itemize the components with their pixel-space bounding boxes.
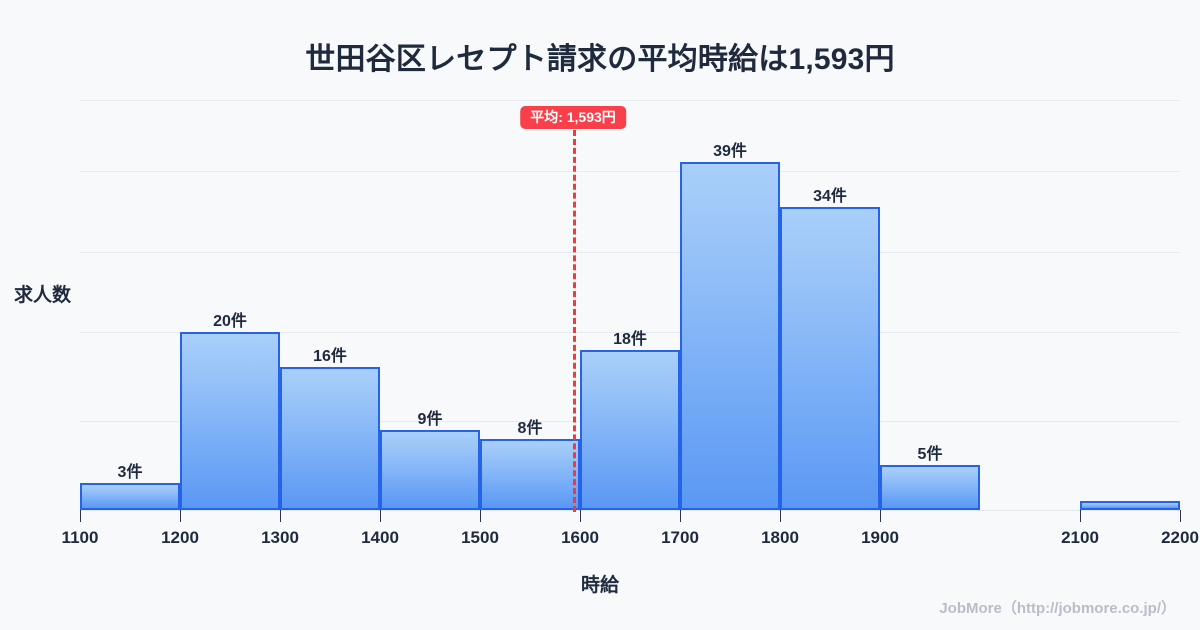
axis-baseline xyxy=(80,510,1180,511)
x-axis-tick xyxy=(780,510,781,522)
y-axis-title: 求人数 xyxy=(14,285,72,306)
x-axis-tick-label: 2200 xyxy=(1161,528,1199,547)
bar-value-label: 3件 xyxy=(117,464,143,482)
x-axis-tick xyxy=(380,510,381,522)
gridline xyxy=(80,100,1180,101)
gridline xyxy=(80,171,1180,172)
gridline xyxy=(80,252,1180,253)
histogram-bar[interactable] xyxy=(80,483,180,510)
histogram-bar[interactable] xyxy=(380,429,480,510)
bar-value-label: 20件 xyxy=(213,312,247,330)
x-axis-tick xyxy=(1080,510,1081,522)
histogram-bar[interactable] xyxy=(180,331,280,510)
x-axis-tick xyxy=(1180,510,1181,522)
mean-badge: 平均: 1,593円 xyxy=(520,106,626,129)
x-axis-tick-label: 1800 xyxy=(761,528,799,547)
x-axis-tick-label: 1900 xyxy=(861,528,899,547)
gridline xyxy=(80,332,1180,333)
histogram-bar[interactable] xyxy=(580,349,680,510)
histogram-bar[interactable] xyxy=(480,438,580,510)
histogram-bar[interactable] xyxy=(880,465,980,510)
watermark-label: JobMore（http://jobmore.co.jp/） xyxy=(939,600,1176,617)
plot-area: 3件 20件 16件 9件 8件 18件 39件 34件 5件 平均: 1,593円 1100 1… xyxy=(62,100,1199,547)
x-axis-title: 時給 xyxy=(580,575,619,596)
x-axis-tick xyxy=(80,510,81,522)
bar-value-label: 16件 xyxy=(313,348,347,366)
bar-value-label: 18件 xyxy=(613,330,647,348)
x-axis-tick xyxy=(480,510,481,522)
x-axis-tick xyxy=(280,510,281,522)
x-axis-tick xyxy=(580,510,581,522)
x-axis-tick-label: 1100 xyxy=(61,528,99,547)
x-axis-tick-label: 1700 xyxy=(661,528,699,547)
histogram-bar[interactable] xyxy=(780,206,880,510)
mean-line xyxy=(573,130,576,512)
x-axis-tick xyxy=(680,510,681,522)
x-axis-tick xyxy=(880,510,881,522)
bar-value-label: 9件 xyxy=(417,410,443,428)
bar-value-label: 8件 xyxy=(517,419,543,437)
x-axis-tick-label: 1300 xyxy=(261,528,299,547)
x-axis-tick-label: 2100 xyxy=(1061,528,1099,547)
histogram-bar[interactable] xyxy=(680,162,780,510)
x-axis-tick-label: 1600 xyxy=(561,528,599,547)
histogram-bar[interactable] xyxy=(1080,501,1180,510)
bar-value-label: 5件 xyxy=(917,446,943,464)
bar-value-label: 39件 xyxy=(713,143,747,161)
x-axis-tick-label: 1500 xyxy=(461,528,499,547)
x-axis-tick-label: 1400 xyxy=(361,528,399,547)
x-axis-tick xyxy=(180,510,181,522)
bar-value-label: 34件 xyxy=(813,187,847,205)
x-axis-tick-label: 1200 xyxy=(161,528,199,547)
page-title: 世田谷区レセプト請求の平均時給は1,593円 xyxy=(305,43,895,76)
histogram-bar[interactable] xyxy=(280,367,380,510)
